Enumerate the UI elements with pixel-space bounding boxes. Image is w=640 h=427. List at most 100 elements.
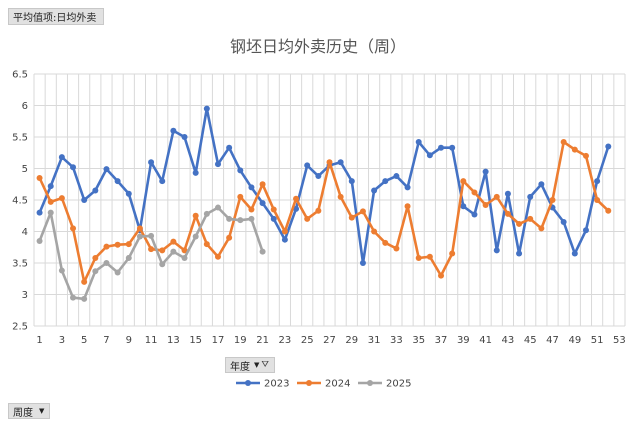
data-point [70,225,77,232]
data-point [47,209,54,216]
data-point [382,178,389,185]
data-point [460,178,467,185]
data-point [136,225,143,232]
legend-item-2025[interactable]: 2025 [358,379,411,390]
legend-item-2024[interactable]: 2024 [297,379,350,390]
data-point [527,193,534,200]
y-tick-label: 6.5 [12,70,28,81]
data-point [571,146,578,153]
x-tick-label: 41 [479,335,492,346]
legend-marker [367,380,373,386]
series-2024 [36,139,612,285]
data-point [70,294,77,301]
series-group [36,105,612,302]
data-point [81,295,88,302]
data-point [371,187,378,194]
x-tick-label: 35 [412,335,425,346]
data-point [270,206,277,213]
week-field-label: 周度 [13,407,33,419]
legend-item-2023[interactable]: 2023 [236,379,289,390]
data-point [438,144,445,151]
dropdown-arrow-icon: ▼ [254,361,260,369]
y-tick-label: 2.5 [12,322,28,333]
data-point [504,210,511,217]
x-tick-label: 31 [368,335,381,346]
data-point [348,214,355,221]
data-point [214,204,221,211]
data-point [527,215,534,222]
y-tick-label: 5 [22,164,28,175]
x-tick-label: 1 [36,335,42,346]
data-point [315,173,322,180]
week-field-button[interactable]: 周度 ▼ [8,403,50,419]
data-point [259,181,266,188]
y-tick-label: 3.5 [12,259,28,270]
data-point [571,250,578,257]
data-point [203,241,210,248]
data-point [203,210,210,217]
data-point [582,227,589,234]
value-field-label: 平均值项:日均外卖 [13,13,97,24]
data-point [393,173,400,180]
legend-label: 2025 [386,379,411,390]
data-point [203,105,210,112]
data-point [304,162,311,169]
x-tick-label: 17 [212,335,225,346]
data-point [92,254,99,261]
data-point [148,232,155,239]
x-tick-label: 49 [568,335,581,346]
data-point [114,241,121,248]
data-point [70,164,77,171]
data-point [293,195,300,202]
x-tick-label: 15 [189,335,202,346]
data-point [482,168,489,175]
x-tick-label: 33 [390,335,403,346]
data-point [471,211,478,218]
legend-marker [306,380,312,386]
data-point [47,183,54,190]
data-point [582,152,589,159]
data-point [226,234,233,241]
data-point [248,215,255,222]
data-point [549,197,556,203]
data-point [538,225,545,232]
legend[interactable]: 2023 2024 2025 [236,379,411,390]
data-point [159,261,166,268]
data-point [248,184,255,191]
data-point [226,215,233,222]
series-2025 [36,204,266,302]
x-tick-label: 21 [256,335,269,346]
data-point [92,268,99,275]
data-point [281,228,288,235]
data-point [281,236,288,243]
data-point [404,184,411,191]
data-point [605,207,612,214]
year-field-button[interactable]: 年度 ▼ ⛛ [225,357,275,373]
x-tick-label: 13 [167,335,180,346]
x-tick-label: 19 [234,335,247,346]
data-point [594,178,601,185]
data-point [192,169,199,176]
data-point [248,206,255,213]
data-point [337,193,344,200]
data-point [237,217,244,224]
data-point [81,278,88,285]
data-point [136,233,143,240]
data-point [382,239,389,246]
chart-title: 钢坯日均外卖历史（周） [230,37,406,56]
data-point [426,253,433,260]
data-point [181,134,188,140]
data-point [181,254,188,261]
data-point [58,267,65,274]
data-point [560,139,567,146]
value-field-button[interactable]: 平均值项:日均外卖 [8,8,104,25]
x-tick-label: 23 [279,335,292,346]
data-point [259,248,266,255]
data-point [371,228,378,235]
data-point [192,212,199,219]
x-tick-label: 11 [145,335,158,346]
data-point [214,253,221,260]
data-point [237,193,244,200]
series-line-2024 [38,140,610,284]
